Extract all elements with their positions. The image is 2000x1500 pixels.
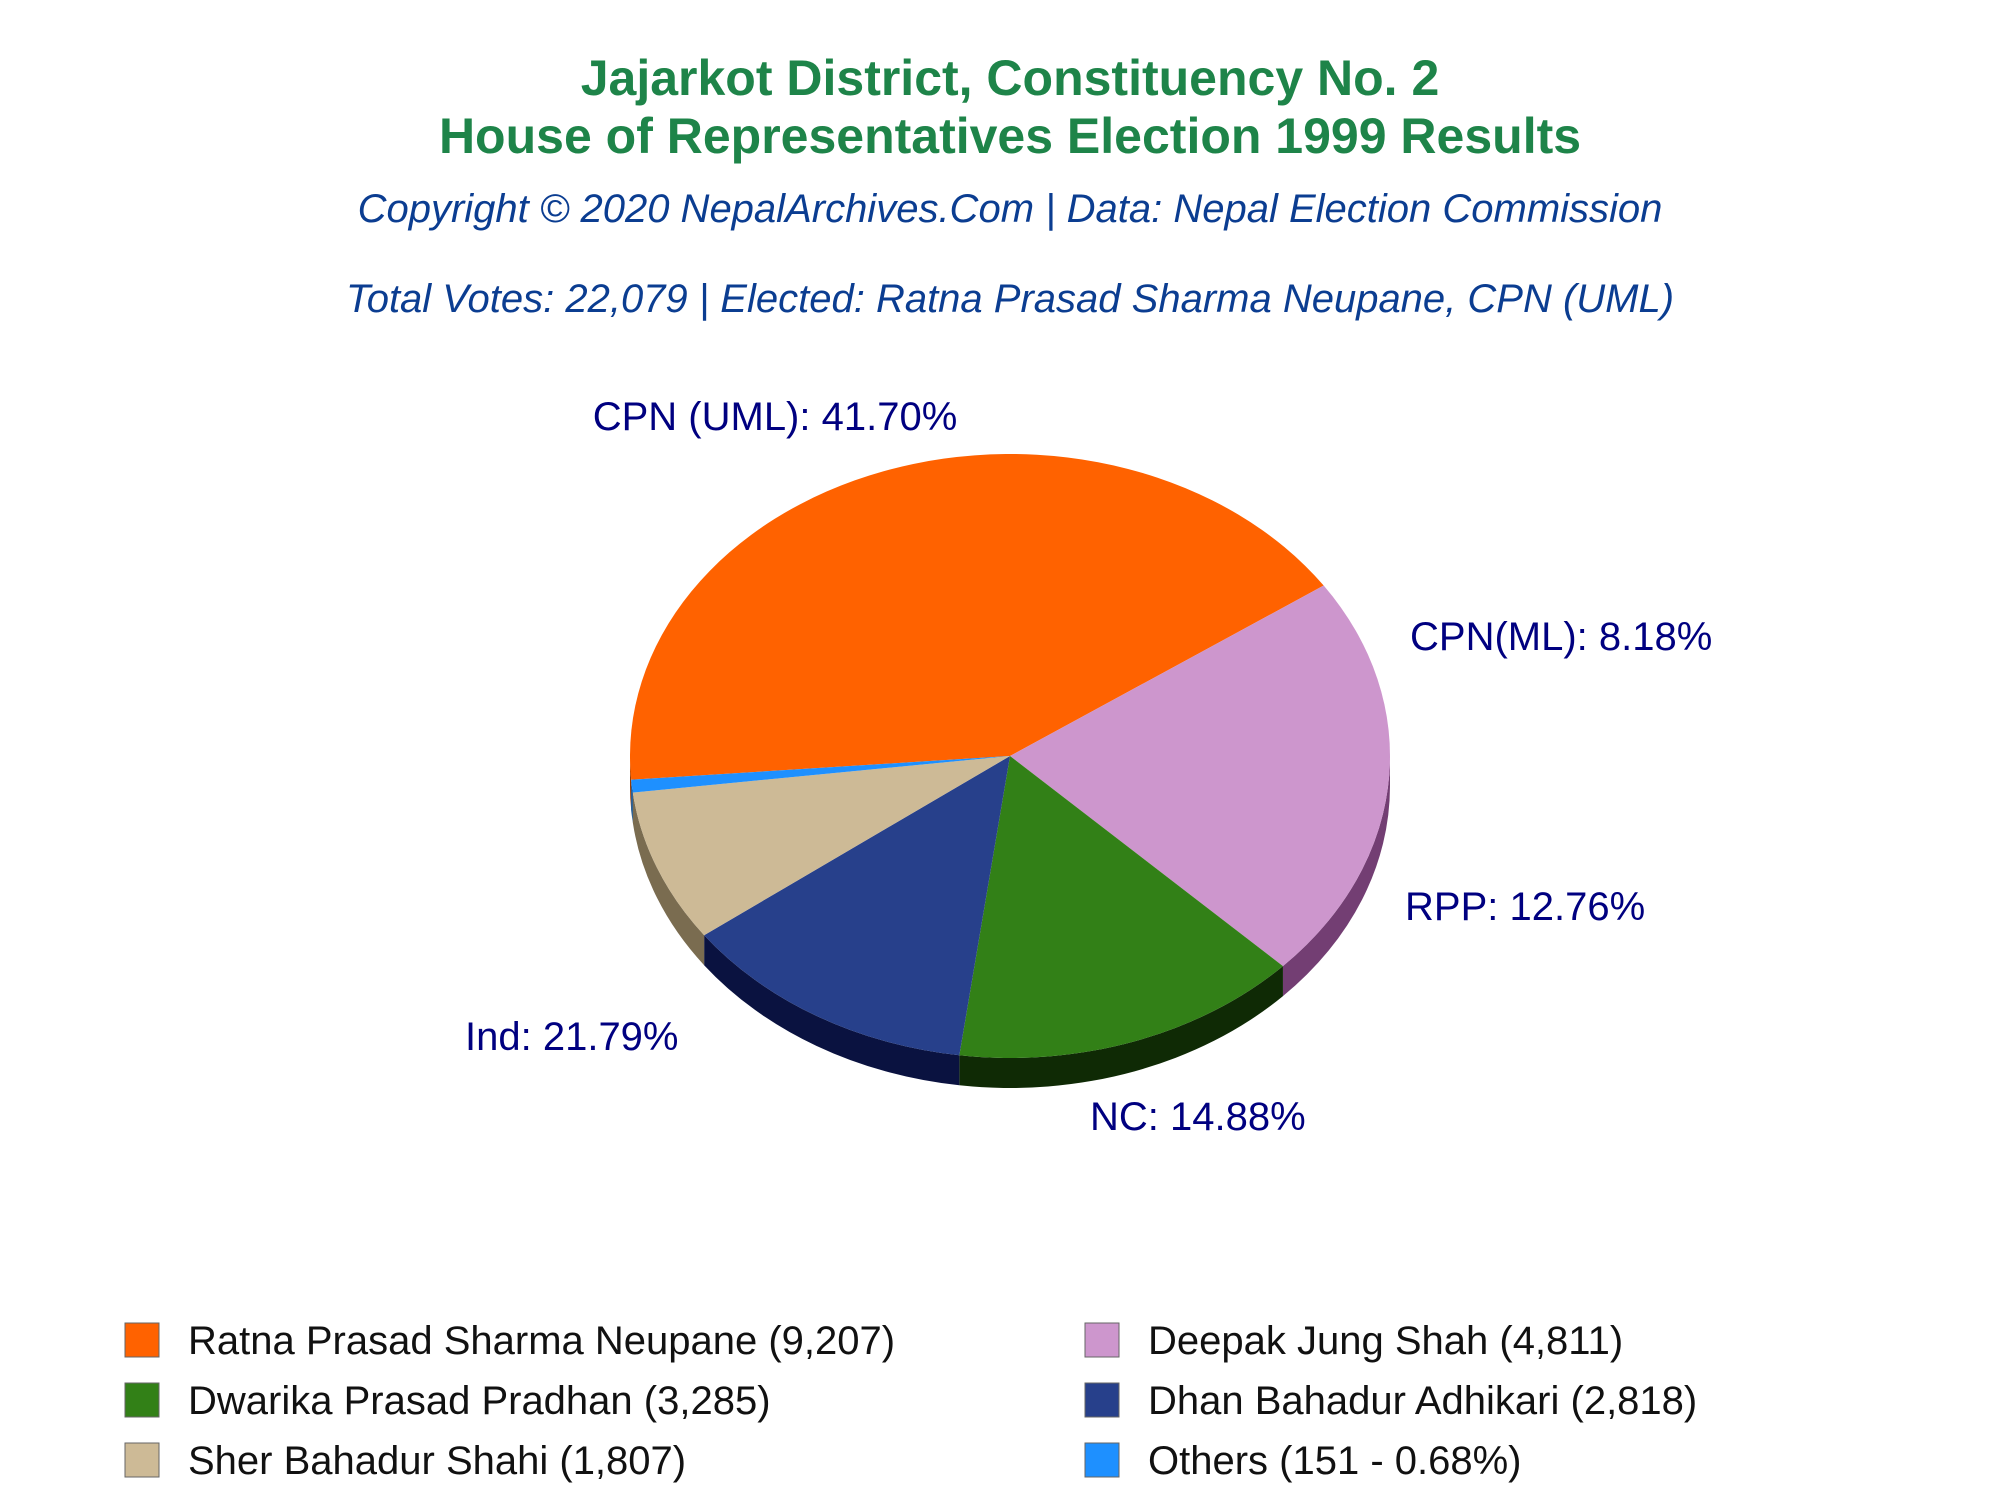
legend-swatch xyxy=(124,1322,160,1358)
slice-label-cpn-uml: CPN (UML): 41.70% xyxy=(593,395,958,439)
pie-slice-cpn-ml xyxy=(632,756,1010,936)
legend: Ratna Prasad Sharma Neupane (9,207) Deepa… xyxy=(124,1319,1697,1483)
pie-tops xyxy=(629,453,1390,1058)
pie-sides xyxy=(630,756,1390,1088)
legend-swatch xyxy=(124,1442,160,1478)
chart-title-line2: House of Representatives Election 1999 R… xyxy=(439,108,1581,164)
pie-side-cpn-uml xyxy=(630,756,632,810)
chart-copyright: Copyright © 2020 NepalArchives.Com | Dat… xyxy=(358,187,1663,231)
slice-label-nc: NC: 14.88% xyxy=(1090,1095,1306,1139)
legend-swatch xyxy=(124,1382,160,1418)
legend-swatch xyxy=(1084,1322,1120,1358)
slice-label-ind: Ind: 21.79% xyxy=(465,1015,679,1059)
pie-slice-cpn-uml xyxy=(629,453,1324,780)
pie-side-nc xyxy=(959,966,1283,1088)
pie-labels: CPN (UML): 41.70% Ind: 21.79% NC: 14.88% RP… xyxy=(465,395,1712,1139)
legend-label: Others (151 - 0.68%) xyxy=(1148,1439,1522,1483)
slice-label-rpp: RPP: 12.76% xyxy=(1405,885,1645,929)
chart-title-line1: Jajarkot District, Constituency No. 2 xyxy=(581,50,1440,106)
pie-side-rpp xyxy=(704,935,960,1086)
pie-side-cpn-ml xyxy=(632,792,705,966)
legend-label: Sher Bahadur Shahi (1,807) xyxy=(188,1439,686,1483)
chart-summary: Total Votes: 22,079 | Elected: Ratna Pra… xyxy=(346,277,1674,321)
legend-swatch xyxy=(1084,1382,1120,1418)
legend-label: Dwarika Prasad Pradhan (3,285) xyxy=(188,1379,771,1423)
legend-label: Ratna Prasad Sharma Neupane (9,207) xyxy=(188,1319,895,1363)
pie-slice-nc xyxy=(959,756,1283,1058)
slice-label-cpn-ml: CPN(ML): 8.18% xyxy=(1410,615,1712,659)
legend-label: Deepak Jung Shah (4,811) xyxy=(1148,1319,1623,1363)
pie-slice-others xyxy=(631,756,1010,793)
pie-slice-ind xyxy=(1010,585,1390,967)
pie-slice-rpp xyxy=(704,756,1010,1056)
pie-side-others xyxy=(631,779,633,823)
legend-label: Dhan Bahadur Adhikari (2,818) xyxy=(1148,1379,1697,1423)
pie-side-ind xyxy=(1282,756,1390,997)
legend-swatch xyxy=(1084,1442,1120,1478)
